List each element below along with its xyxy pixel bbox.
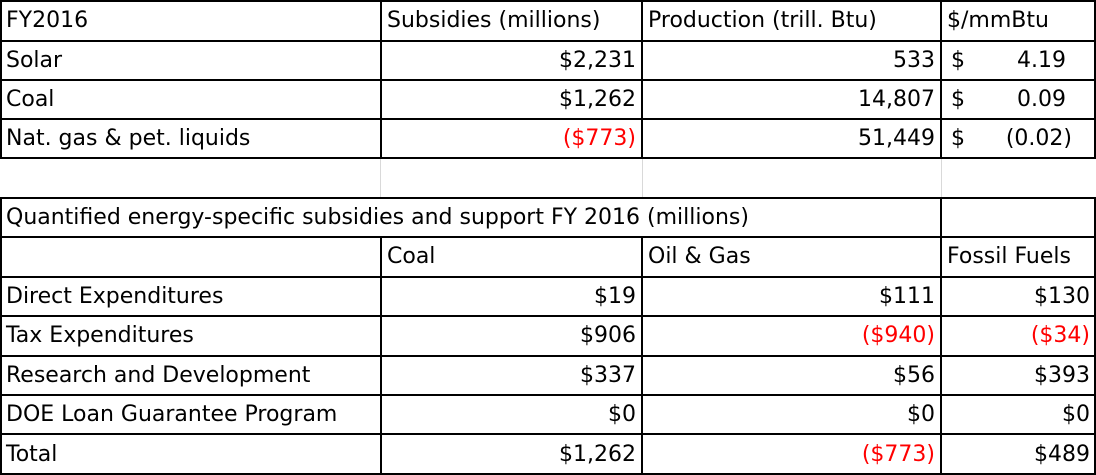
cell-doe-oilgas: $0 [907, 401, 935, 427]
currency-symbol: $ [951, 86, 965, 112]
table2-title-spacer [941, 198, 1096, 237]
header-subsidies: Subsidies (millions) [387, 7, 601, 33]
border-line [641, 0, 643, 159]
border-line [0, 315, 1096, 317]
border-line [0, 79, 1096, 81]
cell-doe-fossil: $0 [1062, 401, 1090, 427]
cell-direct-oilgas: $111 [879, 283, 935, 309]
cell-rd-oilgas: $56 [893, 362, 935, 388]
cell-tax-fossil: ($34) [1030, 323, 1090, 348]
border-line [0, 355, 1096, 357]
border-line [1094, 0, 1096, 159]
row-label-direct: Direct Expenditures [6, 283, 224, 309]
price-value: 4.19 [1017, 47, 1066, 73]
price-value: 0.09 [1017, 86, 1066, 112]
border-line [940, 197, 942, 475]
cell-solar-subsidy: $2,231 [559, 47, 636, 73]
cell-total-fossil: $489 [1034, 441, 1090, 467]
table2-header-blank [0, 237, 381, 277]
table2-title: Quantified energy-specific subsidies and… [6, 204, 749, 230]
row-label-doe: DOE Loan Guarantee Program [6, 401, 338, 427]
cell-direct-coal: $19 [594, 283, 636, 309]
border-line [380, 236, 382, 475]
row-label-solar: Solar [6, 47, 63, 73]
row-label-natgas: Nat. gas & pet. liquids [6, 125, 251, 151]
cell-total-coal: $1,262 [559, 441, 636, 467]
border-line [0, 473, 1096, 475]
cell-rd-coal: $337 [580, 362, 636, 388]
currency-symbol: $ [951, 47, 965, 73]
border-line [641, 236, 643, 475]
border-line [1094, 197, 1096, 475]
border-line [0, 197, 1096, 199]
cell-solar-production: 533 [893, 47, 935, 73]
gridline [941, 158, 942, 198]
header-price: $/mmBtu [947, 7, 1049, 33]
border-line [0, 197, 2, 475]
currency-symbol: $ [951, 125, 965, 151]
row-label-coal: Coal [6, 86, 55, 112]
cell-coal-price: $ 0.09 [941, 80, 1096, 119]
border-line [0, 40, 1096, 42]
border-line [0, 157, 1096, 159]
cell-direct-fossil: $130 [1034, 283, 1090, 309]
border-line [0, 394, 1096, 396]
border-line [0, 118, 1096, 120]
cell-total-oilgas: ($773) [861, 441, 935, 467]
cell-tax-coal: $906 [580, 323, 636, 348]
border-line [0, 0, 1096, 2]
cell-natgas-production: 51,449 [858, 125, 935, 151]
cell-coal-production: 14,807 [858, 86, 935, 112]
row-label-rd: Research and Development [6, 362, 311, 388]
price-value: (0.02) [1005, 125, 1072, 151]
border-line [0, 433, 1096, 435]
header-production: Production (trill. Btu) [648, 7, 877, 33]
row-label-tax: Tax Expenditures [6, 323, 194, 348]
gridline [380, 158, 381, 198]
row-label-total: Total [6, 441, 58, 467]
cell-tax-oilgas: ($940) [861, 323, 935, 348]
border-line [0, 0, 2, 159]
cell-natgas-price: $ (0.02) [941, 119, 1096, 158]
border-line [940, 0, 942, 159]
cell-doe-coal: $0 [608, 401, 636, 427]
header-coal: Coal [387, 244, 436, 269]
gridline [642, 158, 643, 198]
border-line [0, 276, 1096, 278]
header-fossil-fuels: Fossil Fuels [947, 244, 1071, 269]
cell-rd-fossil: $393 [1034, 362, 1090, 388]
header-fy2016: FY2016 [6, 7, 89, 33]
border-line [0, 236, 1096, 238]
cell-natgas-subsidy: ($773) [562, 125, 636, 151]
cell-coal-subsidy: $1,262 [559, 86, 636, 112]
border-line [380, 0, 382, 159]
cell-solar-price: $ 4.19 [941, 41, 1096, 80]
header-oil-gas: Oil & Gas [648, 244, 751, 269]
